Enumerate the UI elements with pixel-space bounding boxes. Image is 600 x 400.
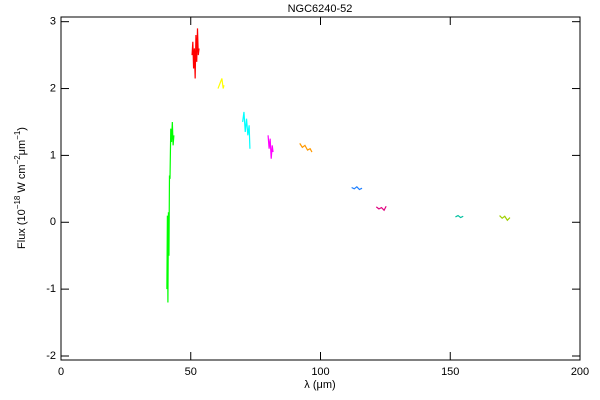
y-axis-label-part: −1 <box>13 130 22 140</box>
spectrum-line <box>166 121 175 303</box>
y-tick-label: 1 <box>50 149 56 161</box>
x-tick-label: 150 <box>441 366 459 378</box>
chart-title: NGC6240-52 <box>288 3 353 15</box>
y-tick-label: 3 <box>50 16 56 28</box>
y-tick-label: -2 <box>46 350 56 362</box>
y-tick-label: -1 <box>46 283 56 295</box>
x-tick-label: 100 <box>311 366 329 378</box>
spectrum-line <box>351 186 363 191</box>
y-axis-label-part: Flux (10 <box>16 209 28 249</box>
x-tick-label: 50 <box>185 366 197 378</box>
spectrum-line <box>375 205 387 212</box>
y-axis-label: Flux (10−18 W cm−2μm−1) <box>13 127 28 249</box>
x-tick-label: 0 <box>58 366 64 378</box>
spectrum-line <box>299 143 313 153</box>
y-tick-label: 2 <box>50 82 56 94</box>
y-tick-label: 0 <box>50 216 56 228</box>
plot-frame <box>60 16 581 361</box>
x-axis-label: λ (μm) <box>304 379 335 391</box>
spectrum-line <box>191 28 200 79</box>
y-axis-label-part: μm <box>16 140 28 156</box>
spectrum-line <box>455 214 464 219</box>
spectrum-line <box>217 78 225 89</box>
x-tick-label: 200 <box>571 366 589 378</box>
y-axis-label-part: −2 <box>13 155 22 165</box>
spectrum-line <box>267 135 274 159</box>
y-axis-label-part: −18 <box>13 195 22 209</box>
y-axis-label-part: W cm <box>16 164 28 195</box>
y-axis-label-part: ) <box>16 127 28 131</box>
spectrum-line <box>242 111 251 149</box>
spectrum-line <box>499 215 511 222</box>
